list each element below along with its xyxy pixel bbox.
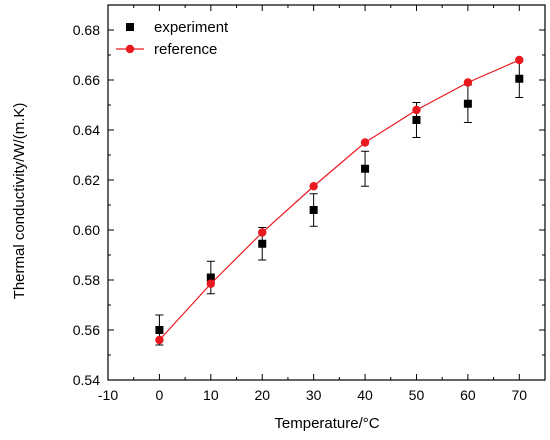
x-tick-label: 30 xyxy=(306,387,322,403)
x-tick-label: 70 xyxy=(512,387,528,403)
x-tick-label: 0 xyxy=(156,387,164,403)
series-line-reference xyxy=(158,59,520,341)
y-tick-label: 0.68 xyxy=(73,22,100,38)
point-experiment xyxy=(309,206,318,214)
point-reference xyxy=(155,335,164,345)
legend-label-experiment: experiment xyxy=(154,19,229,36)
plot-area: -10 0 10 20 30 40 50 60 70 0.54 0.56 0.58 0.60 0.62 0.… xyxy=(73,4,546,403)
point-experiment xyxy=(155,326,164,334)
y-tick-label: 0.56 xyxy=(73,322,100,338)
y-tick-label: 0.58 xyxy=(73,272,100,288)
point-experiment xyxy=(361,164,370,173)
y-tick-label: 0.54 xyxy=(73,372,100,388)
y-tick-label: 0.62 xyxy=(73,172,100,188)
x-tick-label: 50 xyxy=(409,387,425,403)
y-axis-label: Thermal conductivity/W/(m.K) xyxy=(11,103,28,300)
point-experiment xyxy=(206,273,215,282)
point-reference xyxy=(258,228,267,237)
x-tick-label: 40 xyxy=(357,387,373,403)
x-tick-label: -10 xyxy=(98,387,118,403)
legend-marker-reference xyxy=(125,44,135,54)
point-reference xyxy=(412,105,421,115)
point-experiment xyxy=(258,239,267,248)
y-tick-label: 0.64 xyxy=(73,122,100,138)
point-experiment xyxy=(463,99,472,108)
y-tick-label: 0.60 xyxy=(73,222,100,238)
y-tick-label: 0.66 xyxy=(73,72,100,88)
legend-label-reference: reference xyxy=(154,41,217,58)
point-experiment xyxy=(515,74,524,83)
point-experiment xyxy=(412,116,421,124)
x-tick-label: 20 xyxy=(254,387,270,403)
x-axis-label: Temperature/°C xyxy=(274,415,379,432)
point-reference xyxy=(515,55,524,65)
plot-frame xyxy=(107,4,546,381)
legend: experiment reference xyxy=(116,19,229,58)
point-reference xyxy=(360,138,370,147)
legend-marker-experiment xyxy=(126,23,134,31)
point-reference xyxy=(206,279,216,288)
x-tick-label: 60 xyxy=(460,387,476,403)
point-reference xyxy=(309,182,318,191)
point-reference xyxy=(463,78,473,87)
x-tick-label: 10 xyxy=(203,387,219,403)
